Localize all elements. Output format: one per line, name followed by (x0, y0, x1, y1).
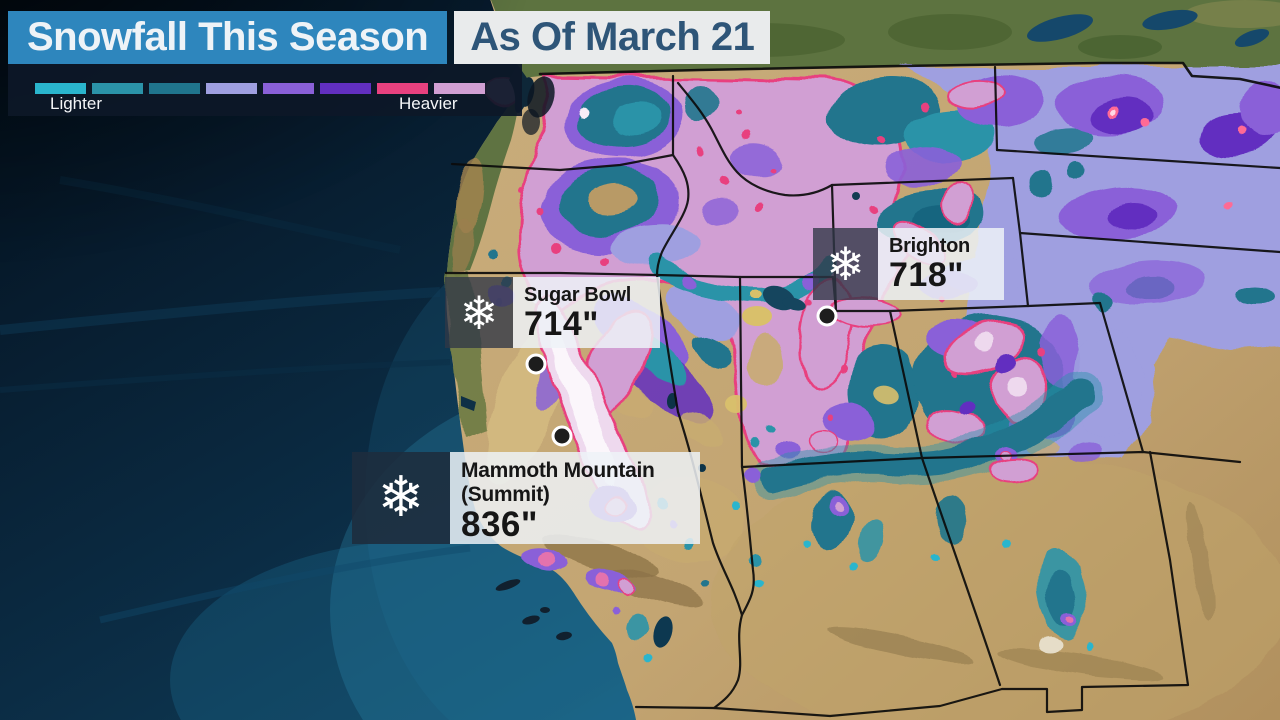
legend-swatch (35, 83, 86, 94)
legend-swatch (320, 83, 371, 94)
station-snowfall-value: 836" (461, 505, 538, 545)
page-title: Snowfall This Season (8, 11, 448, 64)
legend-swatches (35, 83, 485, 94)
station-name-line2: (Summit) (461, 482, 550, 506)
station-snowfall-value: 718" (889, 256, 964, 295)
callout-brighton: ❄ Brighton 718" (813, 228, 1004, 300)
header: Snowfall This Season As Of March 21 (8, 11, 771, 64)
station-info: Brighton 718" (878, 228, 1004, 300)
snowflake-icon: ❄ (445, 277, 513, 348)
station-snowfall-value: 714" (524, 305, 599, 344)
legend-swatch (377, 83, 428, 94)
snowflake-icon: ❄ (352, 452, 450, 544)
station-info: Mammoth Mountain (Summit) 836" (450, 452, 700, 544)
station-marker-mammoth (551, 425, 573, 447)
station-info: Sugar Bowl 714" (513, 277, 660, 348)
snowfall-legend: Lighter Heavier (8, 64, 522, 116)
date-label: As Of March 21 (454, 11, 771, 64)
callout-sugar-bowl: ❄ Sugar Bowl 714" (445, 277, 660, 348)
station-name: Sugar Bowl (524, 284, 632, 306)
legend-swatch (92, 83, 143, 94)
legend-label-heavier: Heavier (399, 94, 458, 113)
legend-swatch (206, 83, 257, 94)
station-name: Mammoth Mountain (461, 459, 655, 482)
station-marker-sugar-bowl (525, 353, 547, 375)
snowflake-icon: ❄ (813, 228, 878, 300)
legend-swatch (263, 83, 314, 94)
station-marker-brighton (816, 305, 838, 327)
legend-swatch (149, 83, 200, 94)
legend-label-lighter: Lighter (50, 94, 102, 113)
station-name: Brighton (889, 235, 970, 257)
legend-swatch (434, 83, 485, 94)
callout-mammoth-mountain: ❄ Mammoth Mountain (Summit) 836" (352, 452, 700, 544)
